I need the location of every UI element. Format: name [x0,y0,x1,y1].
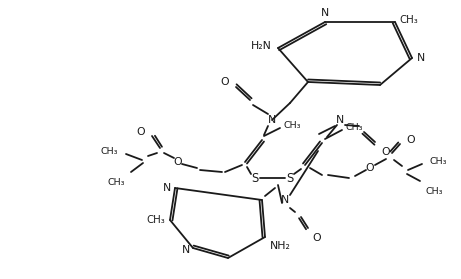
Text: H₂N: H₂N [251,41,272,51]
Text: O: O [381,147,390,157]
Text: N: N [321,8,329,18]
Text: O: O [136,127,145,137]
Text: N: N [163,183,171,193]
Text: CH₃: CH₃ [429,158,447,167]
Text: CH₃: CH₃ [346,124,364,133]
Text: N: N [182,245,190,255]
Text: N: N [281,195,289,205]
Text: N: N [268,115,276,125]
Text: O: O [406,135,414,145]
Text: N: N [417,53,425,63]
Text: CH₃: CH₃ [107,178,125,187]
Text: S: S [251,172,259,184]
Text: NH₂: NH₂ [270,241,291,251]
Text: CH₃: CH₃ [146,215,165,225]
Text: O: O [220,77,229,87]
Text: O: O [366,163,374,173]
Text: CH₃: CH₃ [426,187,443,196]
Text: CH₃: CH₃ [399,15,418,25]
Text: O: O [312,233,320,243]
Text: S: S [286,172,294,184]
Text: O: O [174,157,182,167]
Text: CH₃: CH₃ [100,148,118,157]
Text: CH₃: CH₃ [284,121,301,131]
Text: N: N [336,115,344,125]
